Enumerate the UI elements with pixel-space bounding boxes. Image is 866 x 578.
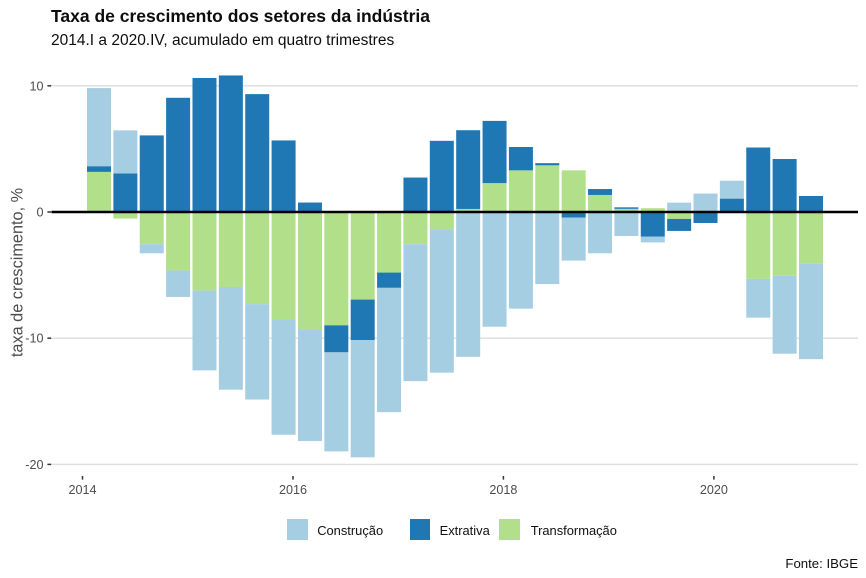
svg-text:0: 0	[36, 206, 43, 220]
svg-text:10: 10	[29, 79, 43, 93]
svg-text:-10: -10	[25, 332, 43, 346]
svg-text:-20: -20	[25, 458, 43, 472]
svg-text:2020: 2020	[700, 483, 728, 497]
svg-text:2018: 2018	[489, 483, 517, 497]
svg-text:2014: 2014	[68, 483, 96, 497]
svg-text:2016: 2016	[279, 483, 307, 497]
